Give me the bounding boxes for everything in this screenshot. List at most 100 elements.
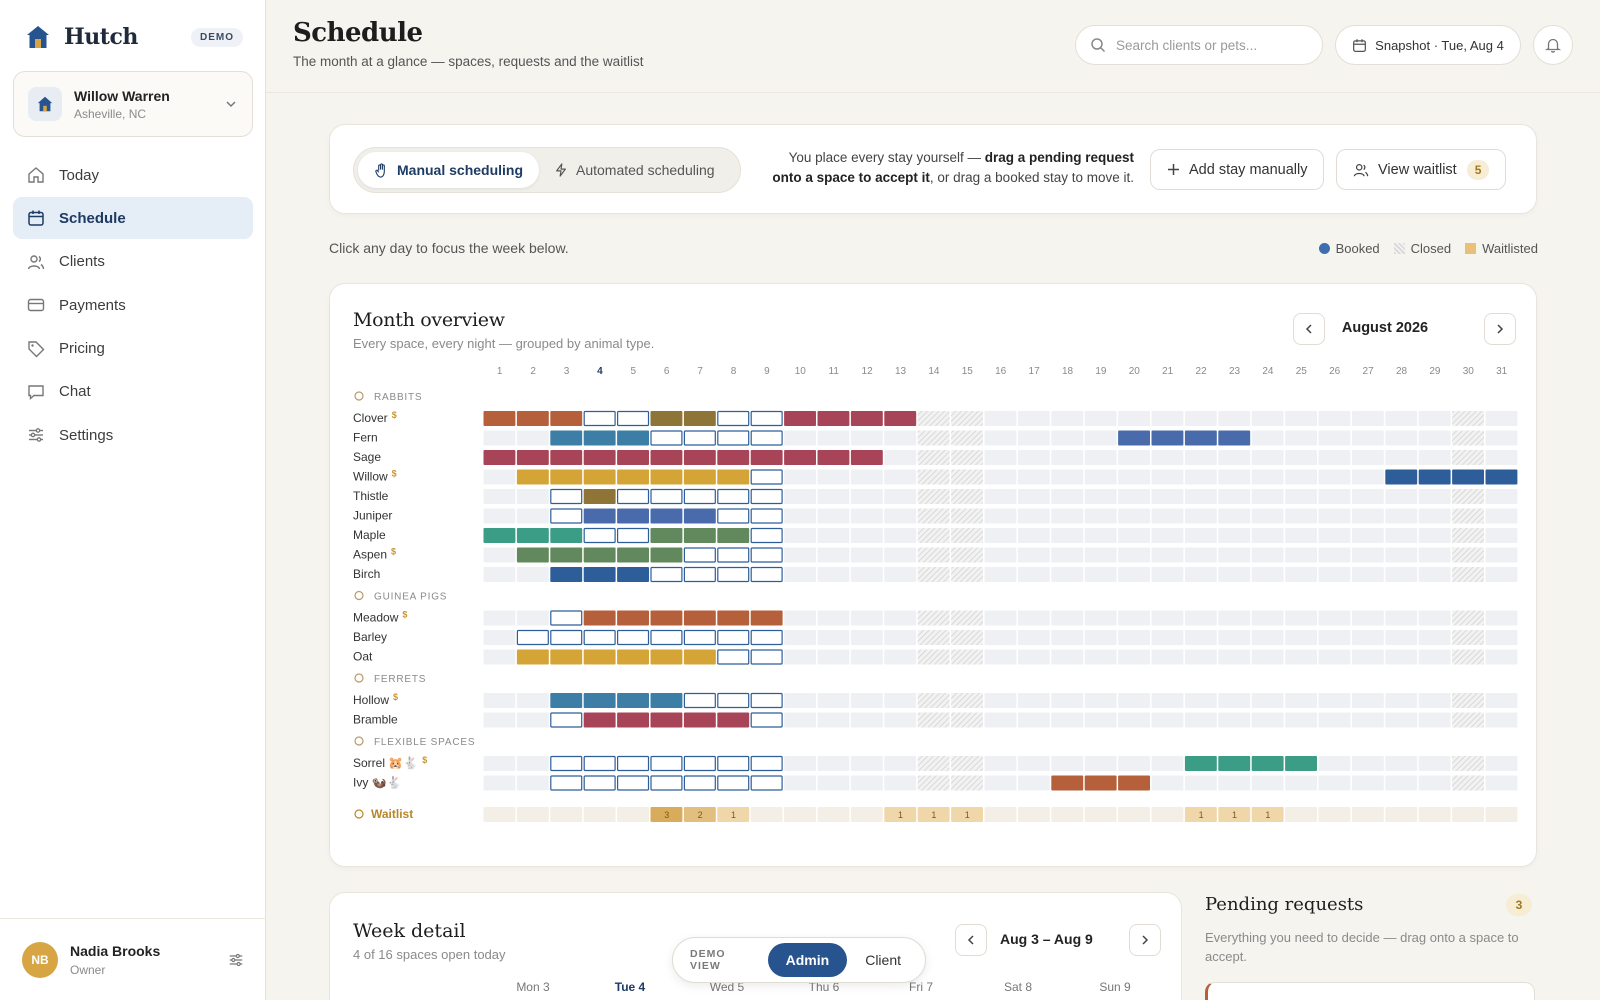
day-cell[interactable] (951, 469, 983, 485)
day-cell[interactable] (917, 469, 950, 485)
day-cell[interactable] (750, 430, 783, 446)
day-cell[interactable] (1251, 489, 1284, 504)
day-cell[interactable] (717, 775, 750, 791)
day-number[interactable]: 15 (962, 366, 974, 377)
day-cell[interactable] (1285, 693, 1317, 708)
next-month-button[interactable] (1484, 313, 1516, 345)
sidebar-item-settings[interactable]: Settings (13, 414, 253, 456)
day-cell[interactable] (650, 508, 683, 524)
day-cell[interactable] (1285, 567, 1317, 582)
day-cell[interactable] (1385, 775, 1418, 791)
day-cell[interactable] (1285, 528, 1317, 543)
day-cell[interactable] (550, 610, 583, 626)
day-cell[interactable] (550, 508, 583, 524)
day-cell[interactable] (1351, 693, 1384, 708)
day-number[interactable]: 28 (1396, 366, 1408, 377)
day-number[interactable]: 31 (1496, 366, 1508, 377)
day-cell[interactable] (1318, 430, 1351, 446)
day-cell[interactable] (1351, 430, 1384, 446)
day-cell[interactable] (1184, 630, 1217, 645)
day-cell[interactable] (617, 488, 650, 505)
day-cell[interactable] (817, 693, 850, 708)
day-cell[interactable] (1017, 489, 1050, 504)
day-cell[interactable] (1184, 610, 1217, 626)
space-name[interactable]: Thistle (353, 489, 389, 503)
day-cell[interactable] (1351, 450, 1384, 465)
day-cell[interactable] (1285, 411, 1317, 426)
day-cell[interactable] (1184, 469, 1217, 485)
day-cell[interactable] (583, 693, 616, 708)
day-cell[interactable] (583, 712, 616, 728)
day-cell[interactable] (817, 775, 850, 791)
day-cell[interactable] (1285, 610, 1317, 626)
day-cell[interactable] (884, 450, 917, 465)
day-cell[interactable] (1084, 450, 1117, 465)
day-cell[interactable] (1084, 430, 1117, 446)
day-cell[interactable] (1285, 649, 1317, 665)
day-number[interactable]: 4 (597, 366, 603, 377)
day-cell[interactable] (1452, 567, 1484, 582)
day-cell[interactable] (1418, 630, 1451, 645)
day-cell[interactable] (784, 411, 816, 426)
day-cell[interactable] (617, 693, 649, 708)
day-cell[interactable] (1151, 547, 1184, 563)
day-cell[interactable] (683, 566, 716, 583)
day-cell[interactable] (1017, 610, 1050, 626)
user-settings-icon[interactable] (228, 952, 244, 968)
day-cell[interactable] (1285, 508, 1317, 524)
day-cell[interactable] (583, 610, 616, 626)
day-cell[interactable] (483, 489, 516, 504)
day-cell[interactable] (1218, 712, 1251, 728)
day-cell[interactable] (717, 755, 750, 772)
day-cell[interactable] (884, 547, 917, 563)
week-day-header[interactable]: Mon 3 (516, 980, 550, 994)
day-cell[interactable] (917, 508, 950, 524)
day-cell[interactable] (550, 649, 583, 665)
day-cell[interactable] (1485, 528, 1518, 543)
day-cell[interactable] (1318, 489, 1351, 504)
day-number[interactable]: 26 (1329, 366, 1341, 377)
day-cell[interactable] (850, 528, 883, 543)
day-cell[interactable] (1017, 450, 1050, 465)
waitlist-cell[interactable] (884, 807, 917, 822)
day-number[interactable]: 23 (1229, 366, 1241, 377)
day-cell[interactable] (683, 547, 716, 563)
day-cell[interactable] (1485, 712, 1518, 728)
day-cell[interactable] (717, 488, 750, 505)
day-cell[interactable] (483, 712, 516, 728)
space-name[interactable]: Fern (353, 431, 378, 445)
waitlist-cell[interactable] (951, 807, 983, 822)
day-cell[interactable] (1051, 547, 1084, 563)
day-cell[interactable] (617, 755, 650, 772)
day-cell[interactable] (1285, 430, 1317, 446)
day-cell[interactable] (617, 629, 650, 646)
day-cell[interactable] (1218, 610, 1251, 626)
day-cell[interactable] (1051, 508, 1084, 524)
day-cell[interactable] (1251, 450, 1284, 465)
day-cell[interactable] (1385, 610, 1418, 626)
day-cell[interactable] (1017, 712, 1050, 728)
day-cell[interactable] (1151, 630, 1184, 645)
waitlist-cell[interactable] (850, 807, 883, 822)
day-cell[interactable] (1318, 547, 1351, 563)
day-cell[interactable] (784, 775, 816, 791)
day-cell[interactable] (817, 411, 850, 426)
day-cell[interactable] (483, 610, 516, 626)
day-cell[interactable] (650, 755, 683, 772)
day-cell[interactable] (1418, 430, 1451, 446)
day-cell[interactable] (1118, 469, 1150, 485)
day-cell[interactable] (516, 450, 549, 465)
day-cell[interactable] (516, 508, 549, 524)
day-cell[interactable] (1218, 775, 1251, 791)
day-cell[interactable] (583, 755, 616, 772)
day-cell[interactable] (483, 547, 516, 563)
day-cell[interactable] (1351, 775, 1384, 791)
day-cell[interactable] (984, 469, 1017, 485)
sidebar-item-clients[interactable]: Clients (13, 241, 253, 283)
waitlist-cell[interactable] (1184, 807, 1217, 822)
day-cell[interactable] (617, 430, 649, 446)
day-cell[interactable] (1017, 469, 1050, 485)
day-cell[interactable] (1418, 567, 1451, 582)
day-cell[interactable] (1452, 528, 1484, 543)
waitlist-cell[interactable] (683, 807, 716, 822)
